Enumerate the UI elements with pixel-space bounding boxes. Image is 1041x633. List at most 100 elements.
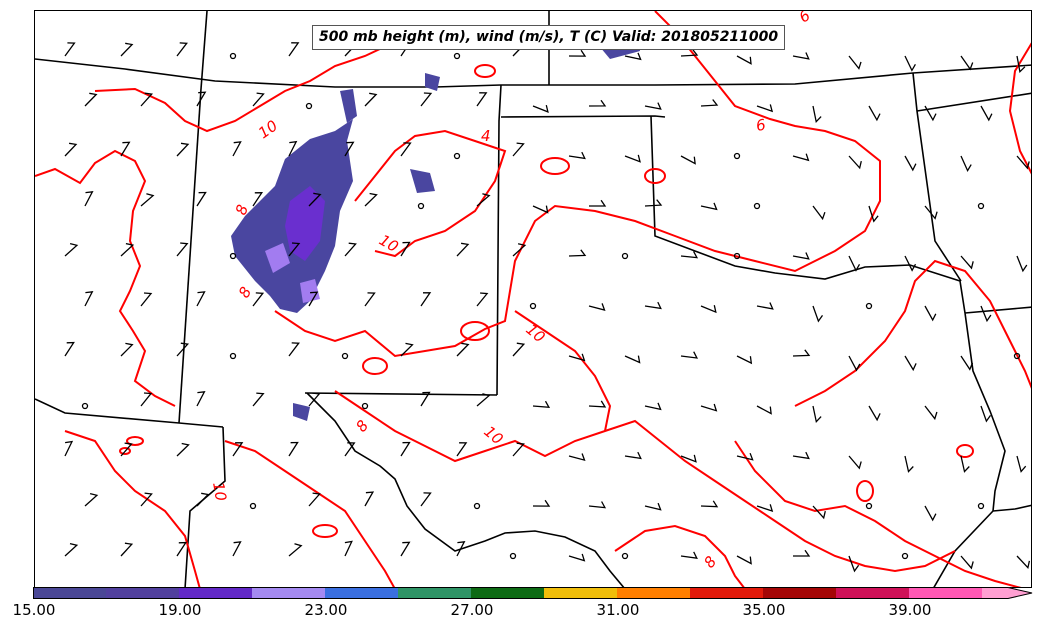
wind-barb	[568, 453, 586, 462]
wind-barb	[196, 291, 206, 307]
wind-barb	[736, 555, 752, 565]
wind-barb	[252, 292, 265, 307]
wind-barb	[980, 105, 993, 122]
wind-barb	[308, 392, 321, 407]
contour-label: 10	[255, 117, 281, 143]
colorbar-segment	[471, 587, 545, 599]
calm-wind-marker	[305, 102, 313, 110]
calm-wind-marker	[529, 302, 537, 310]
wind-barb	[1016, 455, 1027, 473]
wind-barb	[400, 241, 411, 257]
calm-wind-marker	[901, 552, 909, 560]
calm-wind-marker	[509, 552, 517, 560]
wind-barb	[196, 492, 210, 507]
wind-barb	[868, 205, 879, 223]
wind-barb	[848, 255, 861, 272]
wind-barb	[960, 455, 970, 473]
wind-barb	[344, 242, 357, 257]
wind-barb	[400, 541, 411, 557]
wind-barb	[792, 252, 810, 260]
wind-barb	[644, 402, 662, 411]
wind-barb	[532, 499, 551, 507]
wind-barb	[288, 543, 303, 557]
wind-barb	[924, 405, 938, 421]
wind-barb	[456, 242, 470, 257]
wind-barb	[644, 502, 662, 511]
wind-barb	[400, 142, 412, 157]
colorbar-segment	[398, 587, 472, 599]
wind-barb	[960, 555, 974, 570]
colorbar-segment	[690, 587, 764, 599]
wind-barb	[1016, 155, 1030, 170]
texas-louisiana-border	[964, 312, 1006, 512]
wind-barb	[980, 405, 992, 423]
wind-barb	[812, 505, 826, 520]
rio-grande	[306, 392, 625, 587]
colorbar-segment	[252, 587, 326, 599]
wind-barb	[140, 193, 155, 207]
wind-barb	[84, 492, 99, 507]
colorbar-tick-label: 23.00	[304, 601, 348, 619]
colorbar-segment	[106, 587, 180, 599]
wind-barb	[756, 504, 774, 513]
wind-barb	[120, 342, 134, 357]
wind-barb	[700, 99, 719, 107]
wind-barb	[512, 442, 525, 457]
arkansas-louisiana-border	[964, 306, 1031, 314]
wind-barb	[420, 292, 432, 307]
wind-barb	[176, 541, 188, 557]
wind-barb	[960, 255, 974, 270]
wind-barb	[64, 542, 79, 557]
map-title: 500 mb height (m), wind (m/s), T (C) Val…	[312, 25, 786, 50]
new-mexico-east-border	[496, 84, 502, 396]
calm-wind-marker	[865, 502, 873, 510]
calm-wind-marker	[229, 52, 237, 60]
wind-barb	[196, 191, 207, 207]
colorbar-tick-label: 27.00	[450, 601, 494, 619]
wind-barb	[904, 355, 917, 372]
calm-wind-marker	[453, 52, 461, 60]
wind-barb	[624, 355, 641, 364]
wind-barb	[512, 342, 526, 357]
wind-barb	[568, 553, 586, 562]
colorbar-segment	[544, 587, 618, 599]
contour-label: 10	[522, 320, 548, 346]
wind-barb	[960, 55, 974, 71]
colorbar-tick-label: 31.00	[596, 601, 640, 619]
colorbar-segment	[909, 587, 983, 599]
wind-barb	[1016, 555, 1031, 570]
wind-barb	[140, 492, 153, 507]
wind-barb	[176, 342, 190, 357]
wind-barb	[288, 342, 300, 357]
wind-barb	[288, 242, 301, 257]
contour-label: 4	[481, 127, 491, 145]
wind-barb	[904, 455, 914, 473]
wind-barb	[420, 492, 432, 507]
wind-barb	[64, 341, 75, 357]
wind-barb	[568, 151, 586, 160]
missouri-arkansas-border	[916, 92, 1031, 112]
contour-label: 6	[755, 116, 768, 135]
wind-barb	[140, 292, 153, 307]
contour-label: 8	[700, 553, 720, 572]
wind-barb	[344, 442, 356, 457]
calm-wind-marker	[977, 202, 985, 210]
wind-barb	[232, 141, 242, 157]
wind-barb	[288, 140, 298, 157]
wind-barb	[120, 141, 131, 157]
wind-barb	[456, 541, 466, 557]
contour-label: 8	[232, 202, 252, 217]
wind-barb	[848, 355, 861, 372]
wind-barb	[84, 191, 94, 207]
wind-barb	[456, 342, 470, 357]
colorbar-outline	[33, 587, 1033, 599]
wind-barb	[848, 155, 862, 170]
wind-barbs	[64, 42, 1031, 573]
calm-wind-marker	[341, 352, 349, 360]
wind-barb	[700, 202, 718, 211]
calm-wind-marker	[733, 152, 741, 160]
wind-barb	[680, 155, 696, 165]
colorbar	[33, 587, 1033, 599]
contour-label: 6	[796, 11, 813, 26]
wind-barb	[589, 199, 607, 207]
